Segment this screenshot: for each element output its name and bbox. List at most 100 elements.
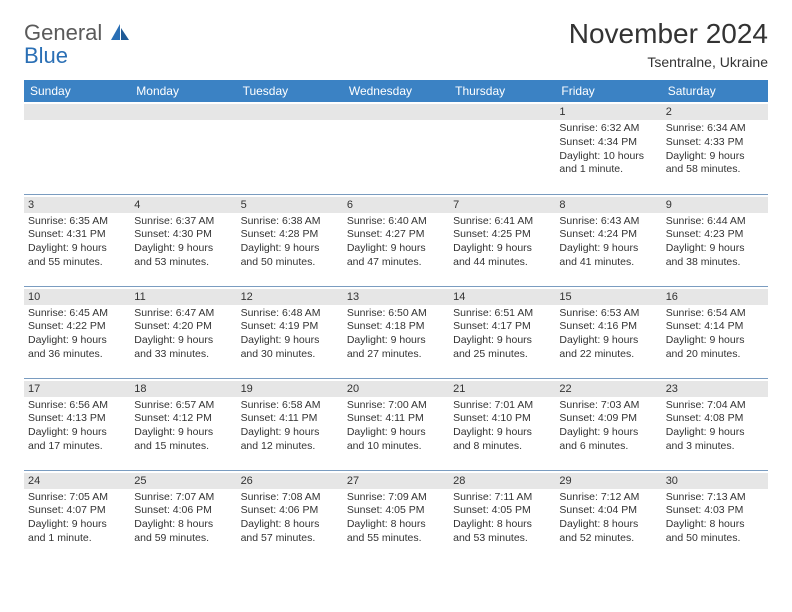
sunset-text: Sunset: 4:10 PM <box>453 412 551 426</box>
sunset-text: Sunset: 4:05 PM <box>347 504 445 518</box>
daylight-text: and 36 minutes. <box>28 348 126 362</box>
sunset-text: Sunset: 4:14 PM <box>666 320 764 334</box>
sunset-text: Sunset: 4:03 PM <box>666 504 764 518</box>
daylight-text: and 57 minutes. <box>241 532 339 546</box>
calendar-cell: 26Sunrise: 7:08 AMSunset: 4:06 PMDayligh… <box>237 470 343 562</box>
sunset-text: Sunset: 4:24 PM <box>559 228 657 242</box>
date-number: 7 <box>449 197 555 213</box>
daylight-text: and 50 minutes. <box>666 532 764 546</box>
daylight-text: Daylight: 9 hours <box>559 426 657 440</box>
sunset-text: Sunset: 4:33 PM <box>666 136 764 150</box>
sunrise-text: Sunrise: 6:47 AM <box>134 307 232 321</box>
sunset-text: Sunset: 4:28 PM <box>241 228 339 242</box>
weekday-header: Wednesday <box>343 80 449 102</box>
sunset-text: Sunset: 4:12 PM <box>134 412 232 426</box>
calendar-cell: 18Sunrise: 6:57 AMSunset: 4:12 PMDayligh… <box>130 378 236 470</box>
daylight-text: and 8 minutes. <box>453 440 551 454</box>
logo-sail-icon <box>111 24 129 40</box>
empty-date-header <box>130 104 236 120</box>
weekday-header: Tuesday <box>237 80 343 102</box>
daylight-text: Daylight: 9 hours <box>347 426 445 440</box>
date-number: 13 <box>343 289 449 305</box>
daylight-text: and 53 minutes. <box>453 532 551 546</box>
sunrise-text: Sunrise: 7:08 AM <box>241 491 339 505</box>
calendar-cell: 2Sunrise: 6:34 AMSunset: 4:33 PMDaylight… <box>662 102 768 194</box>
sunrise-text: Sunrise: 7:00 AM <box>347 399 445 413</box>
daylight-text: Daylight: 10 hours <box>559 150 657 164</box>
calendar-cell: 15Sunrise: 6:53 AMSunset: 4:16 PMDayligh… <box>555 286 661 378</box>
sunrise-text: Sunrise: 7:01 AM <box>453 399 551 413</box>
date-number: 1 <box>555 104 661 120</box>
sunrise-text: Sunrise: 7:07 AM <box>134 491 232 505</box>
daylight-text: Daylight: 9 hours <box>347 242 445 256</box>
sunrise-text: Sunrise: 6:53 AM <box>559 307 657 321</box>
date-number: 26 <box>237 473 343 489</box>
daylight-text: and 20 minutes. <box>666 348 764 362</box>
daylight-text: and 41 minutes. <box>559 256 657 270</box>
daylight-text: Daylight: 9 hours <box>28 426 126 440</box>
daylight-text: Daylight: 8 hours <box>241 518 339 532</box>
empty-date-header <box>237 104 343 120</box>
sunrise-text: Sunrise: 6:34 AM <box>666 122 764 136</box>
sunrise-text: Sunrise: 6:51 AM <box>453 307 551 321</box>
sunset-text: Sunset: 4:06 PM <box>134 504 232 518</box>
date-number: 12 <box>237 289 343 305</box>
daylight-text: and 1 minute. <box>28 532 126 546</box>
daylight-text: and 50 minutes. <box>241 256 339 270</box>
calendar-cell: 30Sunrise: 7:13 AMSunset: 4:03 PMDayligh… <box>662 470 768 562</box>
weekday-header: Monday <box>130 80 236 102</box>
title-block: November 2024 Tsentralne, Ukraine <box>569 18 768 70</box>
calendar-cell: 4Sunrise: 6:37 AMSunset: 4:30 PMDaylight… <box>130 194 236 286</box>
sunrise-text: Sunrise: 6:40 AM <box>347 215 445 229</box>
sunrise-text: Sunrise: 7:13 AM <box>666 491 764 505</box>
calendar-cell: 22Sunrise: 7:03 AMSunset: 4:09 PMDayligh… <box>555 378 661 470</box>
sunset-text: Sunset: 4:11 PM <box>241 412 339 426</box>
sunset-text: Sunset: 4:34 PM <box>559 136 657 150</box>
sunrise-text: Sunrise: 7:12 AM <box>559 491 657 505</box>
sunrise-text: Sunrise: 6:58 AM <box>241 399 339 413</box>
header: General Blue November 2024 Tsentralne, U… <box>24 18 768 70</box>
sunrise-text: Sunrise: 7:03 AM <box>559 399 657 413</box>
date-number: 17 <box>24 381 130 397</box>
sunset-text: Sunset: 4:13 PM <box>28 412 126 426</box>
calendar-week-row: 10Sunrise: 6:45 AMSunset: 4:22 PMDayligh… <box>24 286 768 378</box>
weekday-header: Sunday <box>24 80 130 102</box>
daylight-text: Daylight: 9 hours <box>241 426 339 440</box>
sunset-text: Sunset: 4:27 PM <box>347 228 445 242</box>
daylight-text: Daylight: 8 hours <box>134 518 232 532</box>
sunrise-text: Sunrise: 7:04 AM <box>666 399 764 413</box>
sunrise-text: Sunrise: 6:43 AM <box>559 215 657 229</box>
daylight-text: and 10 minutes. <box>347 440 445 454</box>
sunset-text: Sunset: 4:18 PM <box>347 320 445 334</box>
sunset-text: Sunset: 4:20 PM <box>134 320 232 334</box>
calendar-cell <box>343 102 449 194</box>
daylight-text: and 33 minutes. <box>134 348 232 362</box>
calendar-cell: 29Sunrise: 7:12 AMSunset: 4:04 PMDayligh… <box>555 470 661 562</box>
sunset-text: Sunset: 4:04 PM <box>559 504 657 518</box>
daylight-text: Daylight: 9 hours <box>559 334 657 348</box>
sunset-text: Sunset: 4:08 PM <box>666 412 764 426</box>
calendar-cell: 25Sunrise: 7:07 AMSunset: 4:06 PMDayligh… <box>130 470 236 562</box>
sunset-text: Sunset: 4:09 PM <box>559 412 657 426</box>
calendar-cell: 23Sunrise: 7:04 AMSunset: 4:08 PMDayligh… <box>662 378 768 470</box>
calendar-cell: 14Sunrise: 6:51 AMSunset: 4:17 PMDayligh… <box>449 286 555 378</box>
daylight-text: Daylight: 9 hours <box>28 242 126 256</box>
sunset-text: Sunset: 4:25 PM <box>453 228 551 242</box>
date-number: 6 <box>343 197 449 213</box>
daylight-text: Daylight: 9 hours <box>559 242 657 256</box>
calendar-cell: 3Sunrise: 6:35 AMSunset: 4:31 PMDaylight… <box>24 194 130 286</box>
daylight-text: Daylight: 8 hours <box>347 518 445 532</box>
sunrise-text: Sunrise: 6:32 AM <box>559 122 657 136</box>
date-number: 11 <box>130 289 236 305</box>
daylight-text: Daylight: 8 hours <box>453 518 551 532</box>
daylight-text: Daylight: 9 hours <box>241 334 339 348</box>
sunrise-text: Sunrise: 6:50 AM <box>347 307 445 321</box>
date-number: 14 <box>449 289 555 305</box>
sunrise-text: Sunrise: 6:37 AM <box>134 215 232 229</box>
logo-word2: Blue <box>24 43 68 68</box>
date-number: 18 <box>130 381 236 397</box>
date-number: 20 <box>343 381 449 397</box>
sunrise-text: Sunrise: 6:45 AM <box>28 307 126 321</box>
daylight-text: and 55 minutes. <box>347 532 445 546</box>
daylight-text: Daylight: 9 hours <box>347 334 445 348</box>
